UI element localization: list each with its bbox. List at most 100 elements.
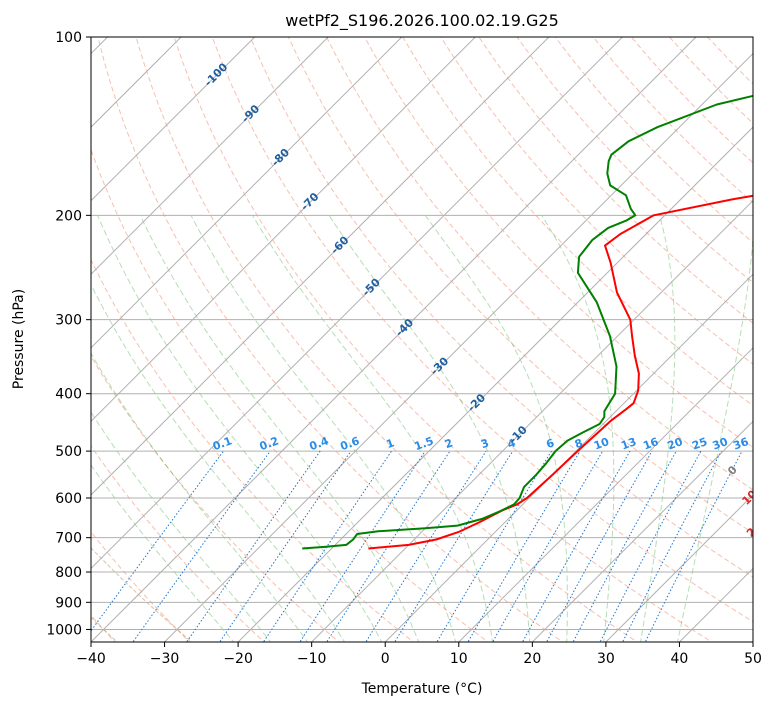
y-tick-label: 400 [55,387,82,403]
y-tick-label: 100 [55,30,82,46]
mixing-ratio-label: 36 [731,435,750,453]
mixing-ratio-line [365,450,487,642]
mixing-ratio-label: 8 [573,436,585,451]
y-tick-label: 300 [55,313,82,329]
mixing-ratio-line [299,450,426,642]
chart-title: wetPf2_S196.2026.100.02.19.G25 [285,11,559,31]
mixing-ratio-label: 10 [592,435,611,453]
mixing-ratio-line [599,450,702,642]
dry-adiabat [135,37,639,642]
dry-adiabat [211,37,753,623]
mixing-ratio-label: 0.6 [338,434,361,453]
moist-adiabat [139,215,420,642]
mixing-ratio-line [622,450,722,642]
isotherm-line [458,347,753,642]
mixing-ratio-line [467,450,581,642]
moist-adiabat [676,234,753,642]
isotherm-line [91,37,550,496]
mixing-ratio-label: 1 [385,436,397,451]
temperature-line [368,194,753,550]
dry-adiabat [287,37,753,534]
mixing-ratio-line [91,450,224,632]
mixing-ratio-line [492,450,604,642]
x-axis-label: Temperature (°C) [361,681,483,697]
x-tick-label: −10 [297,651,327,667]
moist-adiabat [190,215,457,642]
moist-adiabat [541,215,615,642]
dry-adiabats [91,37,753,642]
x-axis-ticks: −40 −30 −20 −10 0 10 20 30 40 50 [76,642,762,667]
moist-adiabat [640,215,676,642]
y-tick-label: 500 [55,444,82,460]
mixing-ratio-label: 0.2 [258,434,281,453]
isotherm-line [91,37,403,349]
sounding-series [302,94,753,550]
y-tick-label: 800 [55,565,82,581]
mixing-ratio-label: 3 [479,436,491,451]
y-axis-ticks: 100 200 300 400 500 600 700 800 900 1000 [46,30,91,638]
x-tick-label: 40 [671,651,689,667]
mixing-ratio-line [262,450,392,642]
mixing-ratio-label: 16 [641,435,660,453]
mixing-ratio-line [436,450,552,642]
isotherm-line [531,420,753,642]
moist-adiabat [91,464,235,642]
isobars [91,37,753,630]
x-tick-label: −40 [76,651,106,667]
moist-adiabat [252,215,494,642]
isotherm-line [91,37,624,570]
mixing-ratio-label: 13 [619,435,638,452]
isotherms [91,37,753,642]
mixing-ratio-line [132,450,271,642]
mixing-ratio-label: 30 [711,435,730,453]
y-tick-label: 600 [55,491,82,507]
y-tick-label: 200 [55,208,82,224]
mixing-ratio-line [326,450,451,642]
isotherm-line [91,37,329,275]
isotherm-line [605,494,753,642]
isotherm-line [91,37,182,128]
y-tick-label: 1000 [46,622,82,638]
isotherm-line [91,37,256,202]
dry-adiabat [516,37,753,284]
mixing-ratio-line [394,450,514,642]
mixing-ratio-line [219,450,352,642]
isotherm-line [91,37,697,642]
y-tick-label: 700 [55,531,82,547]
mixing-ratio-line [185,450,321,642]
mixing-ratio-line [644,450,743,642]
mixing-ratio-label: 20 [666,435,685,453]
dry-adiabat [173,37,713,642]
plot-area: 0.1 0.2 0.4 0.6 1 1.5 2 3 4 6 8 10 13 16 20 25 30 36-100-… [91,37,764,642]
dry-adiabat [91,148,489,642]
x-tick-label: 10 [450,651,468,667]
x-tick-label: 20 [523,651,541,667]
mixing-ratio-lines [91,450,743,642]
dry-adiabat [91,355,340,642]
theta-e-label: 20 [744,520,764,540]
moist-adiabat [91,283,346,642]
moist-adiabat [91,352,309,642]
dry-adiabat [97,37,564,642]
x-tick-label: −30 [150,651,180,667]
x-tick-label: 50 [744,651,762,667]
mixing-ratio-label: 2 [443,436,455,451]
isotherm-line [237,126,753,642]
y-tick-label: 900 [55,595,82,611]
mixing-ratio-label: 0.1 [211,434,234,453]
mixing-ratio-label: 1.5 [413,434,436,453]
isotherm-line [384,273,753,642]
x-tick-label: 30 [597,651,615,667]
dry-adiabat [325,37,753,491]
y-axis-label: Pressure (hPa) [11,289,27,389]
dry-adiabat [91,531,191,642]
x-tick-label: −20 [223,651,253,667]
mixing-ratio-label: 6 [544,436,556,451]
moist-adiabat [97,215,383,642]
isotherm-line [91,37,477,423]
moist-adiabat [328,215,531,642]
dry-adiabat [402,37,753,407]
isotherm-line [310,199,753,642]
